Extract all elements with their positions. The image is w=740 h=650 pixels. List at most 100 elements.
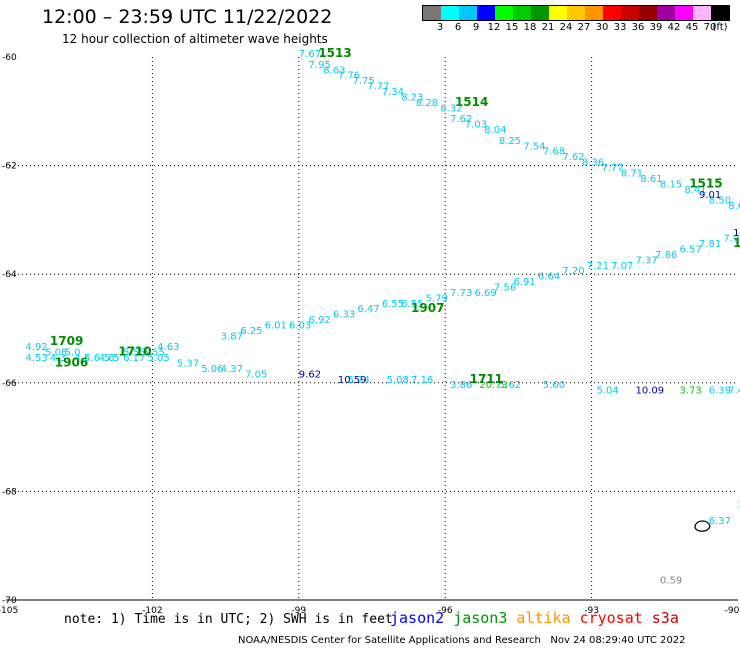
legend-swatch bbox=[621, 6, 639, 20]
legend-label: 24 bbox=[559, 22, 573, 33]
wave-height-label: 4.37 bbox=[221, 364, 243, 375]
wave-height-label: 8.41 bbox=[684, 185, 706, 196]
x-tick-label: -90 bbox=[725, 606, 740, 616]
legend-labels: 3 6 9 12 15 18 21 24 27 30 33 36 39 42 45 70 (ft) bbox=[422, 21, 730, 35]
wave-height-label: 6.55 bbox=[401, 299, 423, 310]
color-legend: 3 6 9 12 15 18 21 24 27 30 33 36 39 42 45 70 (ft) bbox=[422, 5, 730, 35]
wave-height-label: 10.2 bbox=[733, 228, 740, 239]
wave-height-label: 8.32 bbox=[440, 103, 462, 114]
wave-height-label: 5.37 bbox=[177, 359, 199, 370]
footer-credit: NOAA/NESDIS Center for Satellite Applica… bbox=[238, 635, 686, 646]
legend-swatch bbox=[495, 6, 513, 20]
wave-height-label: 8.63 bbox=[323, 65, 345, 76]
wave-height-label: 9.62 bbox=[299, 369, 321, 380]
legend-label: 33 bbox=[613, 22, 627, 33]
legend-label: (ft) bbox=[712, 22, 728, 33]
legend-swatch bbox=[657, 6, 675, 20]
wave-height-label: 7.81 bbox=[699, 239, 721, 250]
wave-height-label: 6.55 bbox=[382, 299, 404, 310]
wave-height-label: 3.86 bbox=[450, 380, 472, 391]
wave-height-label: 7.9 bbox=[723, 234, 739, 245]
wave-height-label: 4.3 bbox=[50, 353, 66, 364]
satellite-s3a: s3a bbox=[651, 609, 679, 627]
wave-height-label: 8.6 bbox=[728, 201, 740, 212]
wave-height-label: 5.04 bbox=[596, 386, 618, 397]
wave-height-label: 10.09 bbox=[636, 386, 665, 397]
wave-height-label: 7.77 bbox=[367, 82, 389, 93]
wave-height-label: 7.95 bbox=[309, 60, 331, 71]
wave-height-label: 7.76 bbox=[338, 71, 360, 82]
legend-swatch bbox=[675, 6, 693, 20]
wave-height-label: 6.03 bbox=[289, 321, 311, 332]
wave-height-label: 7.75 bbox=[352, 76, 374, 87]
legend-label: 70 bbox=[703, 22, 717, 33]
wave-height-label: 6.92 bbox=[309, 315, 331, 326]
wave-height-label: 5.06 bbox=[201, 364, 223, 375]
satellite-altika: altika bbox=[516, 609, 571, 627]
wave-height-label: 8.28 bbox=[416, 98, 438, 109]
footer-note: note: 1) Time is in UTC; 2) SWH is in fe… bbox=[64, 612, 393, 627]
wave-height-label: 6.57 bbox=[679, 244, 701, 255]
wave-height-label: 7.62 bbox=[562, 152, 584, 163]
pass-label: 1513 bbox=[318, 46, 351, 60]
legend-label: 9 bbox=[472, 22, 480, 33]
wave-height-label: 6.64 bbox=[538, 272, 560, 283]
pass-label: 1906 bbox=[55, 356, 88, 370]
wave-height-label: 7.67 bbox=[299, 49, 321, 60]
pass-label: 1515 bbox=[689, 176, 722, 190]
legend-swatch bbox=[423, 6, 441, 20]
pass-label: 1711 bbox=[470, 372, 503, 386]
wave-height-label: 5.60 bbox=[543, 380, 565, 391]
pass-label: 1908 bbox=[733, 236, 740, 250]
wave-height-label: 6.91 bbox=[514, 277, 536, 288]
wave-height-label: 8.15 bbox=[660, 179, 682, 190]
legend-label: 15 bbox=[505, 22, 519, 33]
wave-height-label: 4.5 bbox=[74, 353, 90, 364]
wave-height-label: 4.92 bbox=[26, 342, 48, 353]
legend-swatch bbox=[441, 6, 459, 20]
wave-height-label: 7.21 bbox=[587, 261, 609, 272]
satellite-cryosat: cryosat bbox=[579, 609, 643, 627]
wave-height-label: 6.17 bbox=[123, 353, 145, 364]
wave-height-label: 5.6 bbox=[84, 353, 100, 364]
wave-height-label: 7.56 bbox=[494, 282, 516, 293]
legend-swatches bbox=[422, 5, 730, 21]
island-shape bbox=[694, 520, 711, 532]
wave-height-label: 7.68 bbox=[543, 147, 565, 158]
pass-label: 1514 bbox=[455, 95, 488, 109]
wave-height-label: 7.05 bbox=[245, 369, 267, 380]
legend-label: 36 bbox=[631, 22, 645, 33]
wave-height-label: 0.59 bbox=[660, 576, 682, 587]
legend-swatch bbox=[513, 6, 531, 20]
wave-height-label: 7.03 bbox=[465, 120, 487, 131]
wave-height-label: 8.25 bbox=[499, 136, 521, 147]
wave-height-label: 5.55 bbox=[123, 348, 145, 359]
wave-height-label: 7.4 bbox=[728, 386, 740, 397]
wave-height-label: 8.36 bbox=[582, 158, 604, 169]
legend-swatch bbox=[639, 6, 657, 20]
wave-height-label: 7.62 bbox=[450, 114, 472, 125]
y-tick-label: -62 bbox=[2, 162, 17, 172]
wave-height-label: 6.01 bbox=[265, 321, 287, 332]
pass-label: 1709 bbox=[50, 334, 83, 348]
satellite-jason3: jason3 bbox=[453, 609, 508, 627]
wave-height-label: 6.69 bbox=[474, 288, 496, 299]
wave-height-label: 4.8 bbox=[99, 353, 115, 364]
pass-number-labels: 1513 1514 1515 1709 1906 1710 1907 1711 1908 bbox=[50, 46, 740, 386]
wave-height-label: 7.54 bbox=[523, 141, 545, 152]
x-tick-label: -93 bbox=[584, 606, 599, 616]
wave-height-label: 6.39 bbox=[709, 386, 731, 397]
page-title: 12:00 – 23:59 UTC 11/22/2022 bbox=[42, 6, 333, 28]
wave-height-label: 7.77 bbox=[601, 163, 623, 174]
wave-height-label: 5.79 bbox=[426, 293, 448, 304]
wave-height-label: 8.23 bbox=[401, 92, 423, 103]
legend-swatch bbox=[603, 6, 621, 20]
legend-label: 6 bbox=[454, 22, 462, 33]
wave-height-label: 20.73 bbox=[479, 380, 508, 391]
wave-height-label: 7.07 bbox=[611, 261, 633, 272]
wave-height-label: 7.37 bbox=[636, 255, 658, 266]
pass-label: 1907 bbox=[411, 301, 444, 315]
wave-height-label: 8.04 bbox=[484, 125, 506, 136]
y-tick-label: -60 bbox=[2, 53, 17, 63]
wave-height-label: 7.86 bbox=[655, 250, 677, 261]
